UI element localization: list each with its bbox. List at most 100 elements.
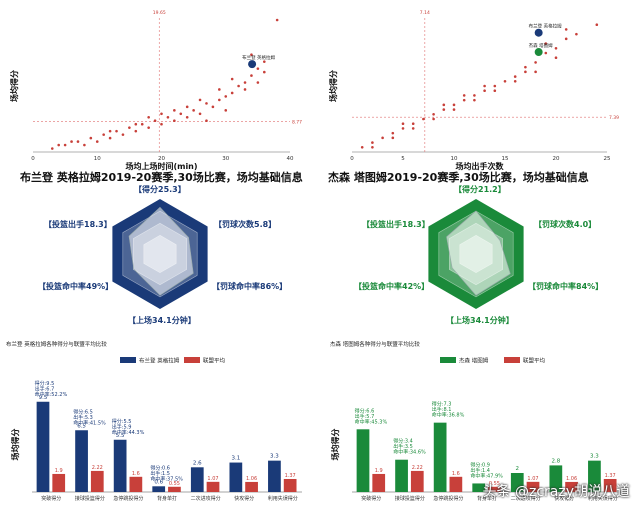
scatter-1-point-20 xyxy=(192,109,195,112)
watermark: 头条 @zcrazy胡说八道 xyxy=(482,484,630,500)
bar-2-bar-league-5 xyxy=(565,481,578,492)
radar-1-label-points: 【得分25.3】 xyxy=(134,185,186,194)
bar-1-annotation-3-1: 出手:1.5 xyxy=(150,470,170,477)
bar-2-league-label-6: 1.37 xyxy=(605,473,616,479)
bar-1-bar-player-3 xyxy=(152,486,166,492)
bar-1-legend-label-1: 联盟平均 xyxy=(203,357,226,365)
scatter-1-xtick-2: 20 xyxy=(158,156,165,162)
bar-2-annotation-2-0: 得分:7.3 xyxy=(432,401,452,408)
bar-2-legend-swatch-1 xyxy=(504,357,520,363)
scatter-1-point-26 xyxy=(230,91,234,95)
scatter-2-point-30 xyxy=(513,79,517,83)
scatter-2-ref-x-label: 7.14 xyxy=(420,10,430,16)
bar-1-annotation-2-1: 出手:5.9 xyxy=(112,423,132,430)
bar-2-league-label-5: 1.06 xyxy=(566,476,577,482)
bar-1-league-label-6: 1.37 xyxy=(285,473,296,479)
scatter-1-xlabel: 场均上场时间(min) xyxy=(125,161,197,171)
bar-2-annotation-1-2: 命中率:34.6% xyxy=(393,449,426,456)
bar-2-bar-league-1 xyxy=(410,470,424,492)
scatter-1-point-27 xyxy=(237,84,240,88)
bar-2-value-label-5: 2.8 xyxy=(551,458,560,464)
bar-1-annotation-1-1: 出手:5.3 xyxy=(73,414,93,421)
scatter-2-point-22 xyxy=(595,23,599,27)
bar-1-category-0: 突破得分 xyxy=(41,495,61,502)
scatter-1-xtick-4: 40 xyxy=(287,156,294,162)
scatter-2-xlabel: 场均出手次数 xyxy=(456,161,505,171)
scatter-1-point-25 xyxy=(224,95,228,98)
bar-1-category-4: 二次进攻得分 xyxy=(191,495,221,502)
scatter-2-point-11 xyxy=(473,94,476,97)
bar-1-annotation-0-2: 命中率:52.2% xyxy=(35,391,68,398)
bar-2-category-3: 背身单打 xyxy=(477,495,497,502)
bar-1-league-label-3: 0.55 xyxy=(169,481,180,487)
bar-2-annotation-0-1: 出手:5.7 xyxy=(355,413,375,420)
scatter-2-point-3 xyxy=(391,131,395,135)
bar-2-value-label-4: 2 xyxy=(516,466,520,472)
scatter-1-point-35 xyxy=(108,129,112,133)
bar-1-bar-player-5 xyxy=(229,462,243,492)
bar-1-annotation-3-2: 命中率:37.5% xyxy=(150,475,183,482)
bar-1-annotation-0-1: 出手:6.7 xyxy=(35,385,55,392)
scatter-1-point-8 xyxy=(115,129,118,133)
bar-1-legend-label-0: 布兰登 英格拉姆 xyxy=(139,357,180,365)
bar-2-bar-player-1 xyxy=(395,459,408,492)
bar-1-bar-league-4 xyxy=(206,481,220,492)
scatter-1-point-47 xyxy=(185,105,189,109)
scatter-1-ref-y-label: 8.77 xyxy=(292,120,302,126)
scatter-2-point-20 xyxy=(564,37,568,41)
bar-1-value-label-2: 5.5 xyxy=(116,433,125,439)
scatter-2-highlight-0 xyxy=(534,28,543,37)
bar-1-ylabel: 场均得分 xyxy=(10,429,20,461)
bar-1-bar-league-5 xyxy=(245,481,258,492)
bar-1-league-label-2: 1.6 xyxy=(132,471,140,477)
bar-2-bar-league-0 xyxy=(372,473,386,492)
scatter-2-point-0 xyxy=(360,145,364,149)
bar-2-annotation-0-2: 命中率:45.3% xyxy=(355,418,388,425)
scatter-1-point-19 xyxy=(185,115,189,119)
scatter-1-point-9 xyxy=(121,133,125,136)
scatter-2-point-38 xyxy=(564,28,568,31)
bar-1-league-label-5: 1.06 xyxy=(246,476,257,482)
scatter-2-point-2 xyxy=(381,136,384,140)
scatter-2-point-5 xyxy=(411,122,415,126)
scatter-2-xtick-1: 5 xyxy=(401,156,405,162)
scatter-2-point-6 xyxy=(422,117,425,121)
bar-1-bar-player-4 xyxy=(190,467,204,492)
scatter-1-point-49 xyxy=(134,122,138,126)
scatter-2-point-34 xyxy=(442,103,446,107)
bar-2-title: 杰森 塔图姆各种得分与联盟平均比较 xyxy=(330,342,420,348)
scatter-1-point-15 xyxy=(160,122,163,126)
scatter-1-point-14 xyxy=(153,119,157,123)
bar-1-bar-league-2 xyxy=(129,476,143,492)
bar-1-bar-league-0 xyxy=(52,473,66,492)
scatter-1-point-41 xyxy=(243,88,247,91)
scatter-1-point-44 xyxy=(263,70,266,74)
bar-2-category-1: 接球投篮得分 xyxy=(395,495,425,502)
scatter-1-point-38 xyxy=(198,98,202,102)
bar-1-league-label-1: 2.22 xyxy=(92,465,103,471)
scatter-1-point-36 xyxy=(147,115,150,119)
bar-1-category-3: 背身单打 xyxy=(157,495,177,502)
bar-1-bar-league-3 xyxy=(168,486,181,492)
scatter-1-point-13 xyxy=(147,126,150,129)
radar-1-value-polygon xyxy=(128,206,194,296)
bar-2-ylabel: 场均得分 xyxy=(330,429,340,461)
bar-1-league-label-4: 1.07 xyxy=(207,476,218,482)
scatter-2-point-35 xyxy=(483,84,486,88)
bar-1-category-6: 利用失误得分 xyxy=(268,495,298,502)
scatter-2-point-13 xyxy=(493,84,497,88)
scatter-2-point-24 xyxy=(391,136,395,140)
bar-1-value-label-0: 9.5 xyxy=(39,395,48,401)
bar-1-bar-player-1 xyxy=(75,430,88,492)
scatter-2-xtick-2: 10 xyxy=(451,156,458,162)
scatter-2-point-17 xyxy=(534,61,537,64)
scatter-1-point-32 xyxy=(275,18,279,22)
bar-1-bar-player-6 xyxy=(268,460,281,492)
scatter-1-highlight-label-0: 布兰登 英格拉姆 xyxy=(242,54,275,61)
scatter-1-point-48 xyxy=(160,112,163,116)
scatter-2-point-7 xyxy=(432,112,435,116)
scatter-2-point-26 xyxy=(432,117,435,121)
radar-2-label-fg-attempts: 【投篮出手18.3】 xyxy=(362,220,430,229)
scatter-1-point-37 xyxy=(173,109,176,112)
scatter-1-point-43 xyxy=(256,81,260,84)
